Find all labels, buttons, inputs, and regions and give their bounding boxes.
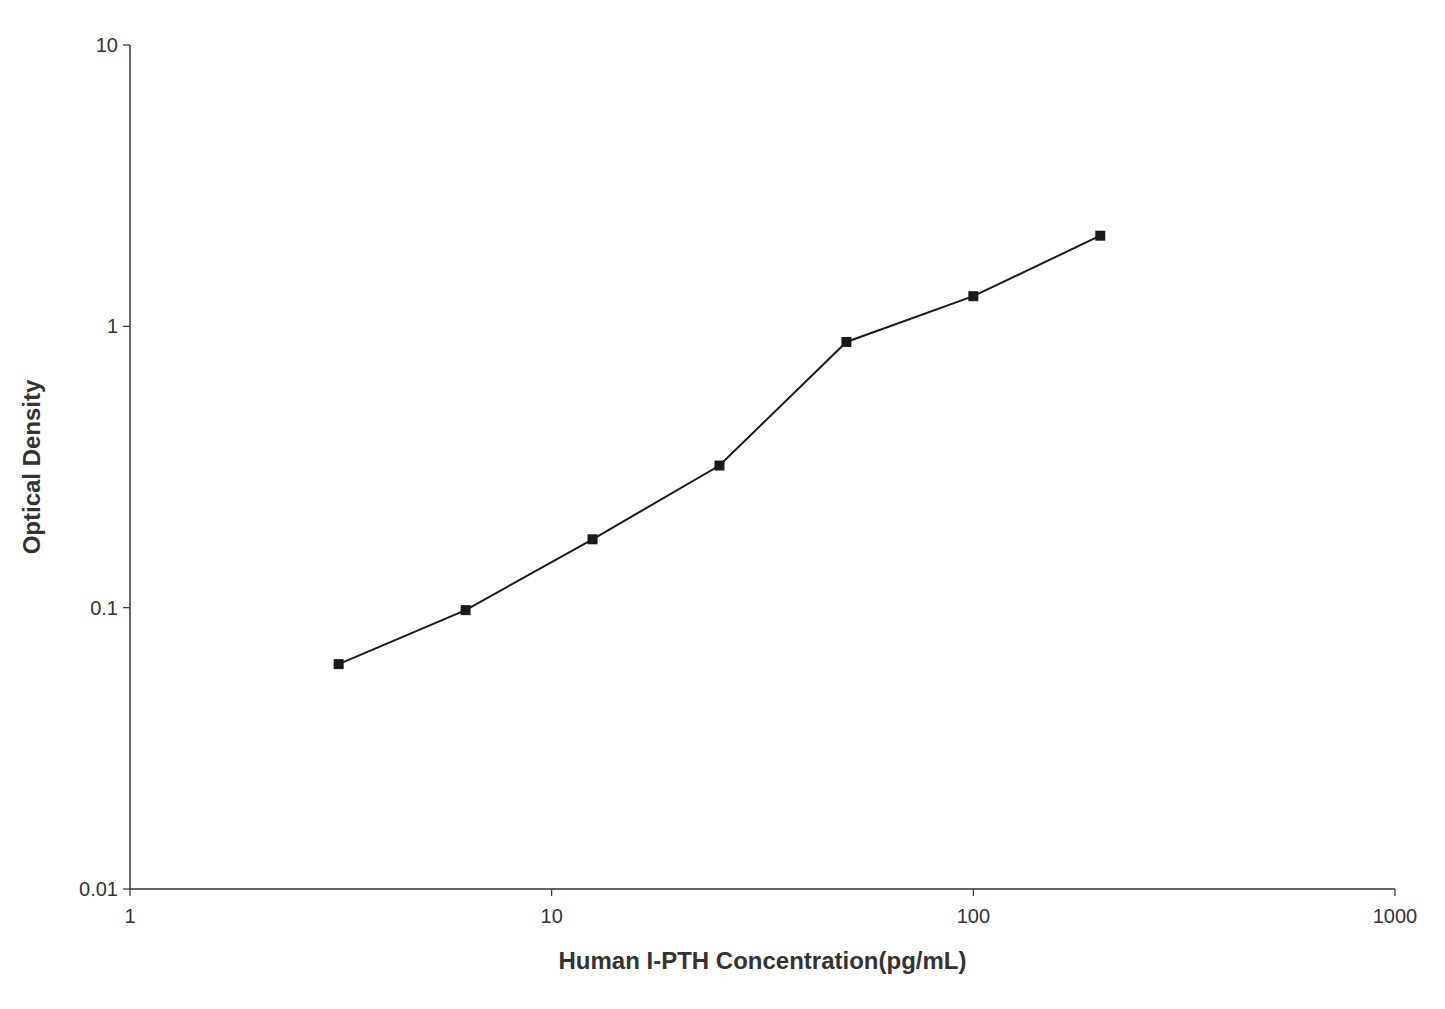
y-tick xyxy=(123,44,130,45)
data-marker xyxy=(461,605,471,615)
data-marker xyxy=(841,337,851,347)
x-axis-line xyxy=(130,888,1395,890)
x-tick-label: 1000 xyxy=(1373,905,1418,927)
x-axis-label: Human I-PTH Concentration(pg/mL) xyxy=(559,947,967,974)
x-tick-label: 100 xyxy=(957,905,990,927)
chart-svg: 1 10 100 1000 0.01 0.1 1 10 Human I-PTH Concentr… xyxy=(0,0,1445,1009)
chart-container: 1 10 100 1000 0.01 0.1 1 10 Human I-PTH Concentr… xyxy=(0,0,1445,1009)
x-tick-label: 1 xyxy=(124,905,135,927)
x-tick xyxy=(551,889,552,896)
y-tick-label: 0.1 xyxy=(90,597,118,619)
data-marker xyxy=(1095,231,1105,241)
y-axis-line xyxy=(129,45,131,889)
y-axis-label: Optical Density xyxy=(18,379,45,554)
y-tick xyxy=(123,888,130,889)
y-tick-label: 0.01 xyxy=(79,878,118,900)
plot-area xyxy=(334,231,1106,669)
data-marker xyxy=(334,659,344,669)
data-line xyxy=(339,236,1101,664)
data-marker xyxy=(714,461,724,471)
y-tick-label: 1 xyxy=(107,315,118,337)
x-tick-label: 10 xyxy=(541,905,563,927)
x-tick xyxy=(129,889,130,896)
background xyxy=(0,0,1445,1009)
y-tick-label: 10 xyxy=(96,34,118,56)
data-marker xyxy=(968,291,978,301)
y-tick xyxy=(123,326,130,327)
x-tick xyxy=(1394,889,1395,896)
x-tick xyxy=(973,889,974,896)
data-marker xyxy=(588,534,598,544)
y-tick xyxy=(123,607,130,608)
